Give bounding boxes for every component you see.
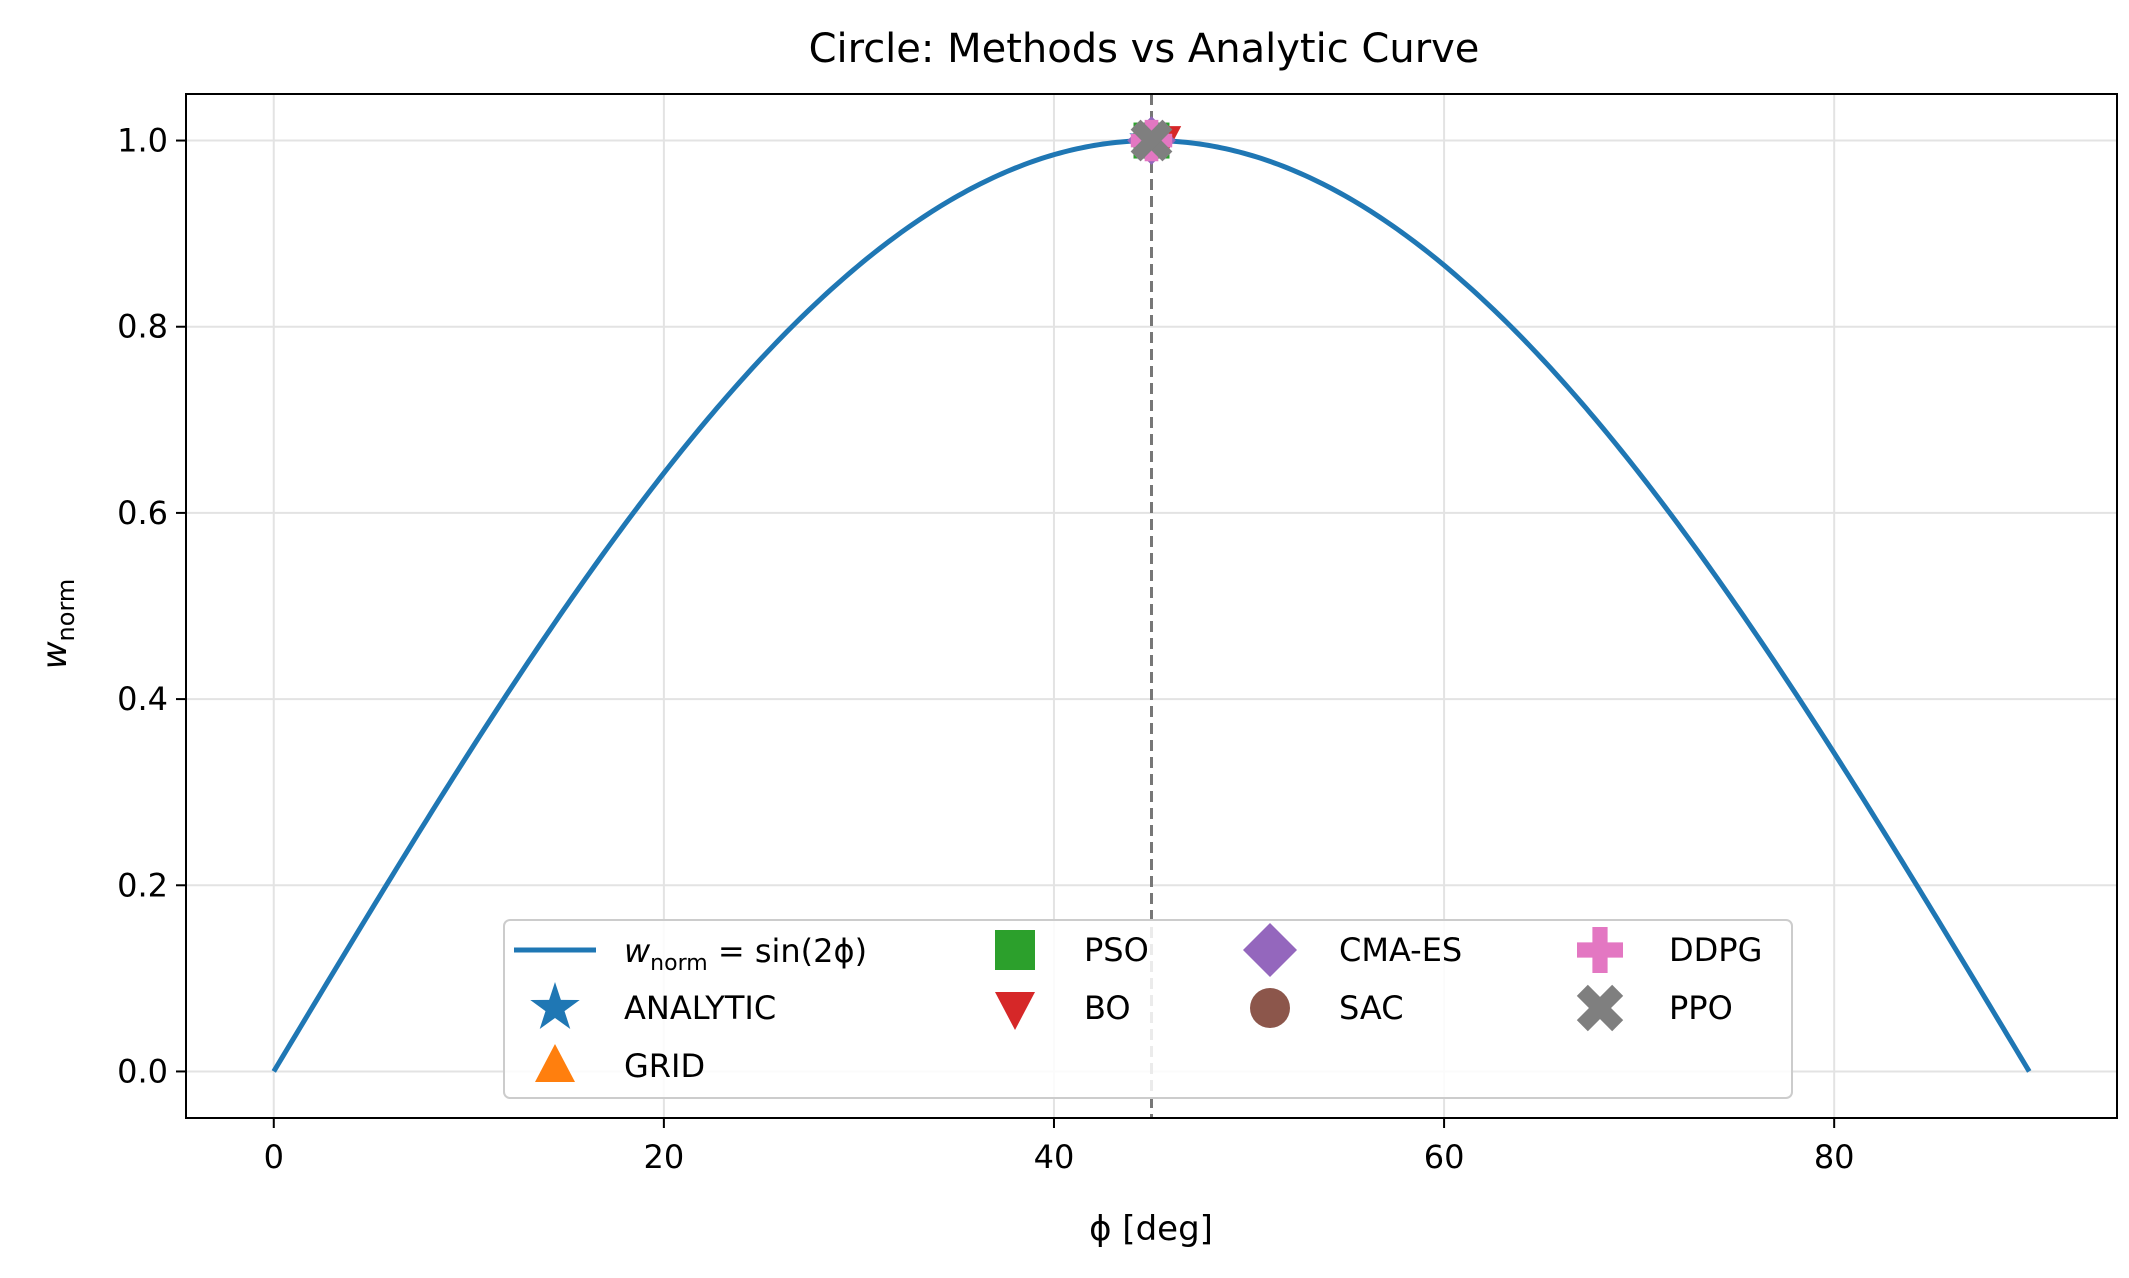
legend-marker-sac: [1250, 988, 1290, 1028]
svg-text:wnorm: wnorm: [35, 579, 80, 670]
y-axis-label-main: w: [35, 641, 75, 669]
legend-curve-label-rest: = sin(2ϕ): [708, 932, 867, 970]
legend-label-sac: SAC: [1339, 989, 1404, 1027]
legend-entries: ANALYTIC GRID PSO BO CMA-ES SAC DDPG PPO: [530, 923, 1762, 1085]
legend-marker-pso: [995, 930, 1035, 970]
y-tick-label: 0.8: [117, 308, 168, 346]
y-axis-ticks: 0.0 0.2 0.4 0.6 0.8 1.0: [117, 122, 186, 1090]
x-tick-label: 80: [1814, 1138, 1855, 1176]
legend-label-pso: PSO: [1084, 931, 1149, 969]
legend: wnorm = sin(2ϕ) ANALYTIC GRID PSO BO CMA-ES S…: [503, 919, 1793, 1099]
legend-label-grid: GRID: [624, 1047, 705, 1085]
legend-label-cma-es: CMA-ES: [1339, 931, 1462, 969]
legend-curve-label-sub: norm: [650, 951, 708, 976]
y-tick-label: 0.0: [117, 1052, 168, 1090]
plot-frame: [185, 93, 2118, 1119]
legend-frame: [503, 919, 1793, 1099]
x-tick-label: 40: [1034, 1138, 1075, 1176]
y-tick-label: 0.4: [117, 680, 168, 718]
method-markers: [1127, 116, 1182, 165]
legend-marker-ppo: [1576, 984, 1624, 1032]
legend-label-bo: BO: [1084, 989, 1131, 1027]
x-tick-label: 60: [1424, 1138, 1465, 1176]
y-tick-label: 0.6: [117, 494, 168, 532]
x-tick-label: 20: [644, 1138, 685, 1176]
legend-label-ddpg: DDPG: [1669, 931, 1762, 969]
point-ppo: [1130, 119, 1173, 162]
legend-marker-cma-es: [1243, 923, 1297, 977]
legend-marker-bo: [995, 992, 1035, 1030]
legend-marker-ddpg: [1577, 927, 1623, 973]
legend-label-ppo: PPO: [1669, 989, 1733, 1027]
x-tick-label: 0: [264, 1138, 284, 1176]
x-axis-ticks: 0 20 40 60 80: [264, 1118, 1855, 1176]
legend-curve-label: wnorm = sin(2ϕ): [624, 932, 867, 976]
y-axis-label-sub: norm: [52, 579, 80, 642]
y-axis-label: wnorm: [35, 579, 80, 670]
legend-label-analytic: ANALYTIC: [624, 989, 776, 1027]
legend-marker-analytic: [530, 982, 580, 1030]
x-axis-label: ϕ [deg]: [1089, 1209, 1213, 1249]
y-tick-label: 0.2: [117, 866, 168, 904]
y-tick-label: 1.0: [117, 122, 168, 160]
chart-title: Circle: Methods vs Analytic Curve: [809, 26, 1480, 72]
legend-marker-grid: [535, 1044, 575, 1082]
legend-curve-label-main: w: [624, 932, 651, 970]
